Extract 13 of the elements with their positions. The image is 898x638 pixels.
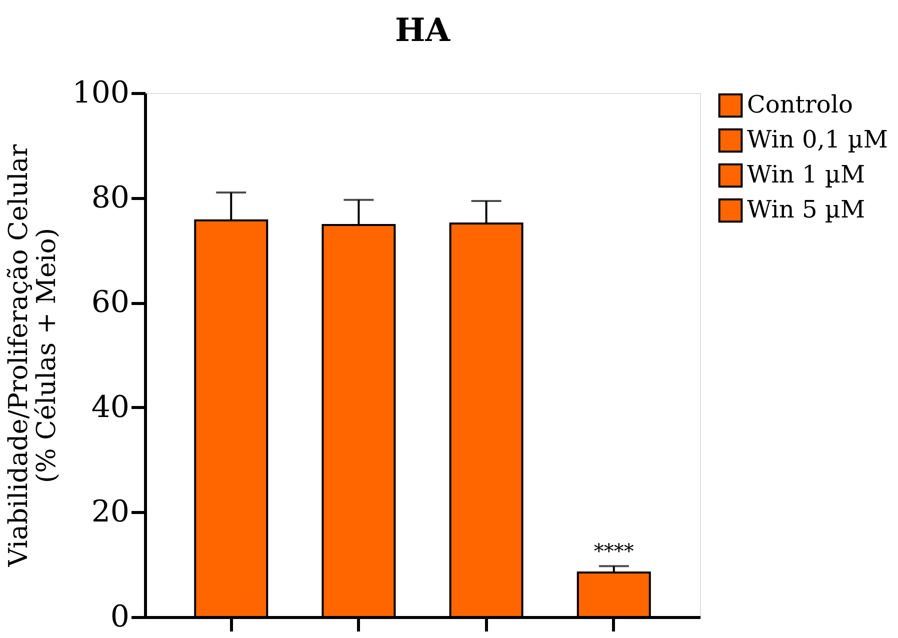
y-tick-label: 0	[110, 600, 130, 634]
y-tick-label: 60	[91, 285, 130, 320]
annotation: ****	[594, 538, 634, 563]
legend-label: Win 0,1 µM	[747, 126, 888, 154]
chart-title: HA	[394, 11, 452, 49]
legend-label: Controlo	[747, 90, 853, 118]
y-axis-title: Viabilidade/Proliferação Celular (% Células + Meio)	[4, 144, 62, 568]
legend-label: Win 1 µM	[747, 160, 866, 188]
y-tick-label: 80	[91, 180, 130, 216]
y-tick-label: 40	[91, 390, 130, 425]
y-tick-label: 20	[91, 494, 130, 530]
y-tick-label: 100	[72, 76, 130, 110]
legend-label: Win 5 µM	[747, 196, 866, 224]
